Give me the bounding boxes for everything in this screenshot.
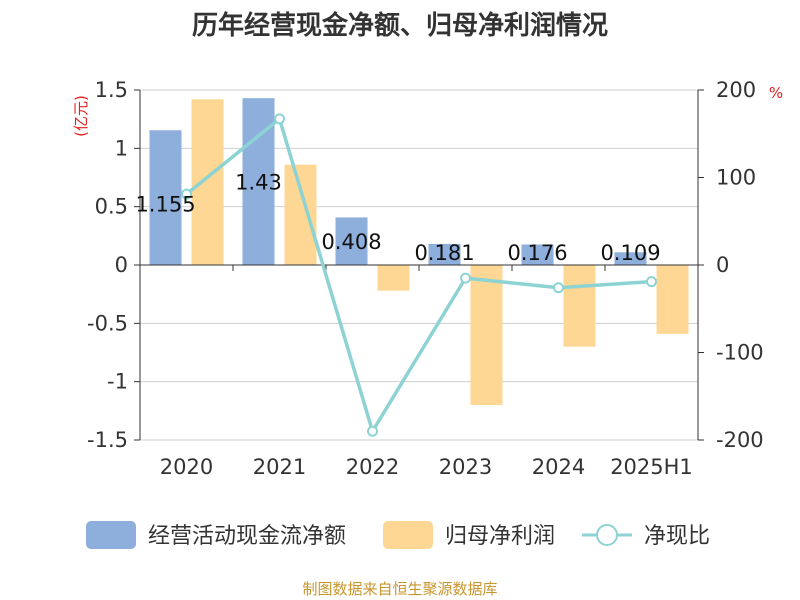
category-label: 2023 bbox=[439, 455, 492, 479]
left-tick-label: 1 bbox=[115, 136, 128, 160]
cashflow-bar bbox=[521, 244, 554, 265]
category-label: 2024 bbox=[532, 455, 585, 479]
left-tick-label: 0 bbox=[115, 253, 128, 277]
chart-title: 历年经营现金净额、归母净利润情况 bbox=[192, 10, 608, 41]
net-profit-bar bbox=[284, 164, 317, 265]
category-label: 2021 bbox=[253, 455, 306, 479]
ratio-point bbox=[460, 272, 471, 284]
cashflow-data-label: 0.181 bbox=[414, 241, 474, 265]
right-tick-label: 100 bbox=[716, 166, 756, 190]
legend-swatch-net-profit bbox=[383, 521, 433, 549]
net-profit-bar bbox=[563, 265, 596, 347]
bars bbox=[149, 98, 689, 405]
cashflow-data-label: 1.43 bbox=[235, 171, 282, 195]
data-labels: 1.155 1.43 0.408 0.181 0.176 0.109 bbox=[135, 171, 660, 265]
net-profit-bar bbox=[470, 265, 503, 405]
right-axis-unit: % bbox=[769, 84, 783, 102]
cashflow-data-label: 0.408 bbox=[321, 230, 381, 254]
left-tick-label: 0.5 bbox=[95, 195, 128, 219]
right-tick-label: 200 bbox=[716, 78, 756, 102]
category-label: 2020 bbox=[160, 455, 213, 479]
cashflow-data-label: 0.176 bbox=[507, 241, 567, 265]
cashflow-data-label: 1.155 bbox=[135, 193, 195, 217]
net-profit-bar bbox=[656, 265, 689, 334]
legend-label: 经营活动现金流净额 bbox=[148, 524, 346, 549]
ratio-point bbox=[274, 113, 285, 125]
right-tick-label: 0 bbox=[716, 253, 729, 277]
ratio-line bbox=[181, 113, 657, 437]
net-profit-bar bbox=[377, 265, 410, 291]
left-axis-unit: (亿元) bbox=[72, 95, 90, 137]
legend-label: 净现比 bbox=[644, 524, 710, 549]
ratio-point bbox=[181, 188, 192, 200]
category-label: 2025H1 bbox=[610, 455, 693, 479]
left-tick-label: 1.5 bbox=[95, 78, 128, 102]
cashflow-bar bbox=[335, 217, 368, 265]
cashflow-bar bbox=[428, 243, 461, 265]
cashflow-bar bbox=[614, 252, 647, 265]
legend: 经营活动现金流净额 归母净利润 净现比 bbox=[86, 521, 710, 549]
axes: 1.5 1 0.5 0 -0.5 -1 -1.5 200 100 0 -100 -200 2020 202… bbox=[87, 78, 764, 479]
cashflow-data-label: 0.109 bbox=[600, 241, 660, 265]
source-note: 制图数据来自恒生聚源数据库 bbox=[302, 580, 497, 598]
ratio-point bbox=[553, 282, 564, 294]
left-tick-label: -1 bbox=[107, 370, 128, 394]
left-tick-label: -1.5 bbox=[87, 428, 128, 452]
right-tick-label: -100 bbox=[716, 341, 764, 365]
legend-label: 归母净利润 bbox=[445, 524, 555, 549]
category-label: 2022 bbox=[346, 455, 399, 479]
ratio-point bbox=[646, 276, 657, 288]
legend-swatch-ratio-marker bbox=[596, 524, 618, 546]
cashflow-bar bbox=[149, 130, 182, 265]
right-tick-label: -200 bbox=[716, 428, 764, 452]
left-tick-label: -0.5 bbox=[87, 311, 128, 335]
legend-swatch-cashflow bbox=[86, 521, 136, 549]
ratio-point bbox=[367, 425, 378, 437]
ratio-polyline bbox=[185, 115, 652, 436]
net-profit-bar bbox=[191, 99, 224, 265]
